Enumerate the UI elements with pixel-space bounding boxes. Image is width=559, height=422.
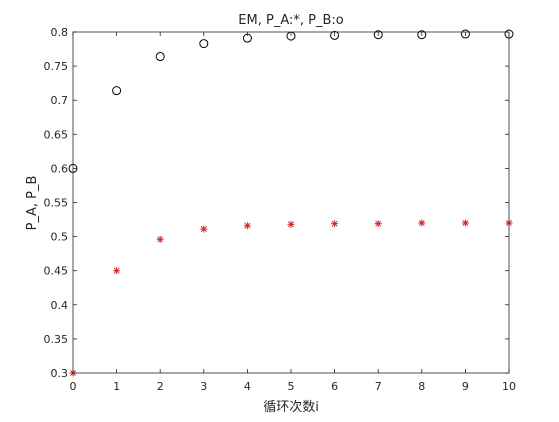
data-point-asterisk bbox=[113, 267, 121, 275]
y-tick-label: 0.45 bbox=[44, 265, 69, 278]
series-2 bbox=[68, 29, 514, 173]
x-tick-label: 4 bbox=[244, 380, 251, 393]
y-tick-label: 0.7 bbox=[51, 94, 69, 107]
plot-box bbox=[72, 31, 510, 374]
data-point-circle bbox=[112, 86, 122, 96]
x-tick-label: 0 bbox=[70, 380, 77, 393]
y-tick-label: 0.4 bbox=[51, 299, 69, 312]
y-axis-title: P_A, P_B bbox=[25, 176, 40, 231]
chart-title: EM, P_A:*, P_B:o bbox=[238, 13, 343, 28]
y-tick-label: 0.6 bbox=[51, 162, 69, 175]
data-point-asterisk bbox=[461, 219, 469, 227]
y-tick-label: 0.5 bbox=[51, 231, 69, 244]
x-tick-label: 6 bbox=[331, 380, 338, 393]
y-tick-label: 0.75 bbox=[44, 60, 69, 73]
x-tick-label: 1 bbox=[113, 380, 120, 393]
y-tick-label: 0.3 bbox=[51, 367, 69, 380]
data-point-circle bbox=[155, 52, 165, 62]
data-point-asterisk bbox=[243, 222, 251, 230]
data-point-circle bbox=[417, 30, 427, 40]
x-tick-label: 2 bbox=[157, 380, 164, 393]
data-point-asterisk bbox=[418, 219, 426, 227]
data-point-asterisk bbox=[200, 225, 208, 233]
x-tick-label: 3 bbox=[200, 380, 207, 393]
x-tick-label: 7 bbox=[375, 380, 382, 393]
ticks-layer: 0 1 2 3 4 5 6 7 8 9 10 0.3 0.35 0.4 0.45 0.5 0.55 0.6 0.65… bbox=[44, 26, 517, 393]
x-tick-label: 5 bbox=[288, 380, 295, 393]
y-tick-label: 0.65 bbox=[44, 128, 69, 141]
data-point-circle bbox=[199, 39, 209, 49]
data-point-asterisk bbox=[331, 220, 339, 228]
plot-background bbox=[73, 32, 509, 373]
x-tick-label: 8 bbox=[418, 380, 425, 393]
x-tick-label: 9 bbox=[462, 380, 469, 393]
x-tick-label: 10 bbox=[502, 380, 516, 393]
data-point-circle bbox=[330, 30, 340, 40]
data-point-asterisk bbox=[156, 235, 164, 243]
data-point-asterisk bbox=[374, 220, 382, 228]
y-tick-label: 0.35 bbox=[44, 333, 69, 346]
y-tick-label: 0.55 bbox=[44, 197, 69, 210]
x-axis-title: 循环次数i bbox=[263, 399, 319, 415]
y-tick-label: 0.8 bbox=[51, 26, 69, 39]
data-point-circle bbox=[460, 29, 470, 39]
data-point-circle bbox=[373, 30, 383, 40]
data-point-asterisk bbox=[287, 220, 295, 228]
